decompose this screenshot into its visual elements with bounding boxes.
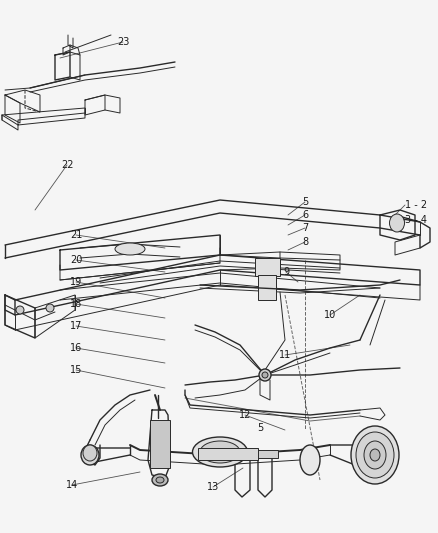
Text: 20: 20	[70, 255, 82, 265]
Text: 16: 16	[70, 343, 82, 353]
Bar	[230, 450, 278, 458]
Text: 5: 5	[302, 197, 308, 207]
Ellipse shape	[262, 372, 268, 378]
Ellipse shape	[81, 445, 99, 465]
Ellipse shape	[16, 306, 24, 314]
Text: 23: 23	[117, 37, 129, 47]
Bar	[255, 258, 280, 276]
Ellipse shape	[115, 243, 145, 255]
Text: 15: 15	[70, 365, 82, 375]
Ellipse shape	[351, 426, 399, 484]
Ellipse shape	[46, 304, 54, 312]
Ellipse shape	[356, 432, 394, 478]
Text: 18: 18	[70, 299, 82, 309]
Ellipse shape	[83, 445, 97, 461]
Ellipse shape	[259, 369, 271, 381]
Text: 5: 5	[257, 423, 263, 433]
Ellipse shape	[364, 441, 386, 469]
Ellipse shape	[156, 477, 164, 483]
Ellipse shape	[300, 445, 320, 475]
Text: 14: 14	[66, 480, 78, 490]
Ellipse shape	[200, 441, 240, 463]
Bar	[258, 275, 276, 300]
Bar	[198, 448, 258, 460]
Ellipse shape	[389, 214, 405, 232]
Text: 11: 11	[279, 350, 291, 360]
Bar	[150, 420, 170, 468]
Text: 21: 21	[70, 230, 82, 240]
Text: 1 - 2: 1 - 2	[405, 200, 427, 210]
Ellipse shape	[152, 474, 168, 486]
Ellipse shape	[192, 437, 247, 467]
Text: 17: 17	[70, 321, 82, 331]
Text: 9: 9	[283, 267, 289, 277]
Text: 10: 10	[324, 310, 336, 320]
Text: 22: 22	[61, 160, 73, 170]
Text: 6: 6	[302, 210, 308, 220]
Text: 19: 19	[70, 277, 82, 287]
Ellipse shape	[370, 449, 380, 461]
Text: 13: 13	[207, 482, 219, 492]
Text: 3 - 4: 3 - 4	[405, 215, 427, 225]
Text: 12: 12	[239, 410, 251, 420]
Text: 8: 8	[302, 237, 308, 247]
Text: 7: 7	[302, 223, 308, 233]
